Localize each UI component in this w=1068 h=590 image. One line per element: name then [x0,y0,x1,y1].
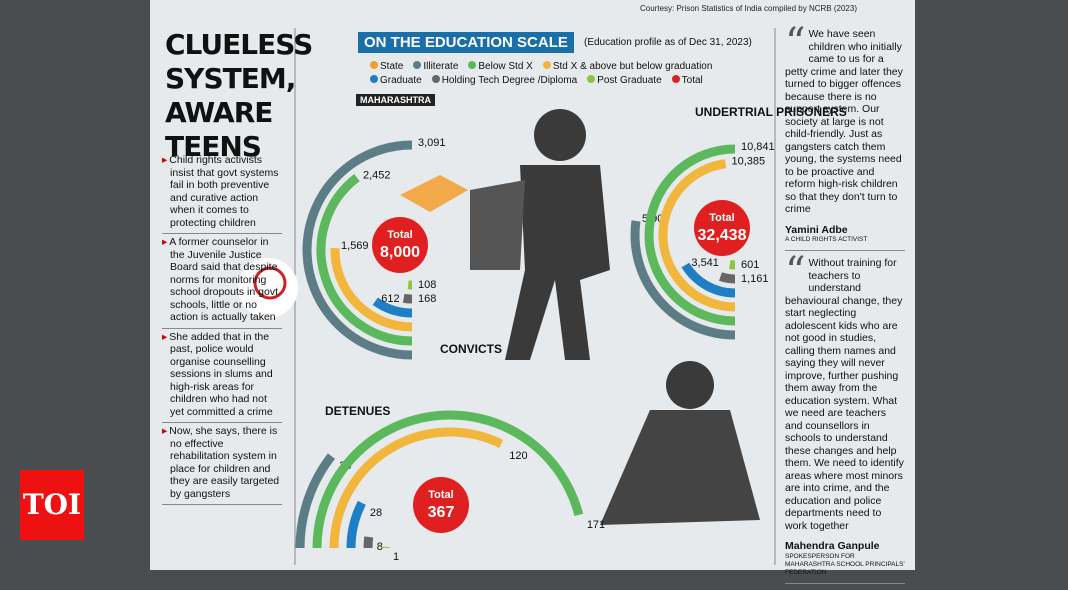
bullet: She added that in the past, police would… [162,329,282,424]
value-label: 10,841 [741,141,775,153]
legend-swatch [413,61,421,69]
total-caption: Total [709,212,734,224]
section-note: (Education profile as of Dec 31, 2023) [584,37,752,48]
legend-swatch [432,75,440,83]
quote-role: SPOKESPERSON FOR MAHARASHTRA SCHOOL PRIN… [785,553,905,577]
chart-title: CONVICTS [440,342,502,356]
legend-label: Total [682,75,703,86]
legend-swatch [587,75,595,83]
quotes: “We have seen children who initially cam… [785,28,905,590]
legend-swatch [543,61,551,69]
quote-name: Yamini Adbe [785,224,905,237]
legend-label: Below Std X [478,61,532,72]
ring-arc [368,537,369,548]
total-caption: Total [387,229,412,241]
headline: CLUELESS SYSTEM, AWARE TEENS [165,28,360,164]
legend-entry: State [370,61,408,72]
logo: TOI [20,470,84,540]
legend-label: Post Graduate [597,75,661,86]
legend-swatch [370,61,378,69]
legend-entry: Holding Tech Degree /Diploma [432,75,582,86]
courtesy: Courtesy: Prison Statistics of India com… [640,4,857,13]
value-label: 1 [393,551,399,563]
quote-role: A CHILD RIGHTS ACTIVIST [785,236,905,244]
total-value: 367 [428,504,455,521]
legend-entry: Std X & above but below graduation [543,61,718,72]
legend-label: Graduate [380,75,422,86]
legend-label: State [380,61,403,72]
value-label: 28 [370,507,382,519]
legend-label: Illiterate [423,61,458,72]
bullet: Child rights activists insist that govt … [162,152,282,234]
quote-name: Mahendra Ganpule [785,540,905,553]
section-title: ON THE EDUCATION SCALE [358,32,574,53]
value-label: 612 [381,293,399,305]
quote-text: Without training for teachers to underst… [785,257,904,532]
value-label: 601 [741,259,759,271]
quote: “We have seen children who initially cam… [785,28,905,251]
legend-entry: Graduate [370,75,427,86]
quote-mark: “ [785,28,805,58]
total-caption: Total [428,489,453,501]
value-label: 108 [418,279,436,291]
quote-mark: “ [785,257,805,287]
legend-entry: Post Graduate [587,75,666,86]
legend-entry: Below Std X [468,61,537,72]
total-value: 8,000 [380,244,420,261]
ring-arc [404,298,412,299]
legend-entry: Total [672,75,708,86]
total-value: 32,438 [698,227,747,244]
value-label: 3,541 [691,257,719,269]
chart-title: DETENUES [325,404,390,418]
legend-entry: Illiterate [413,61,463,72]
bullet: Now, she says, there is no effective reh… [162,423,282,505]
value-label: 168 [418,293,436,305]
state-label: MAHARASHTRA [356,94,435,106]
legend-swatch [468,61,476,69]
value-label: 3,091 [418,137,446,149]
value-label: 2,452 [363,169,391,181]
legend: State Illiterate Below Std X Std X & above … [370,60,770,88]
bullet: A former counselor in the Juvenile Justi… [162,234,282,329]
ring-arc [720,277,735,279]
legend-swatch [370,75,378,83]
value-label: 120 [509,450,527,462]
bullet-list: Child rights activists insist that govt … [162,152,282,505]
legend-label: Holding Tech Degree /Diploma [442,75,577,86]
legend-swatch [672,75,680,83]
quote: “Without training for teachers to unders… [785,257,905,584]
value-label: 171 [587,519,605,531]
legend-label: Std X & above but below graduation [553,61,713,72]
value-label: 10,385 [732,156,766,168]
value-label: 1,569 [341,240,369,252]
value-label: 1,161 [741,273,769,285]
ring-arc [351,503,362,548]
